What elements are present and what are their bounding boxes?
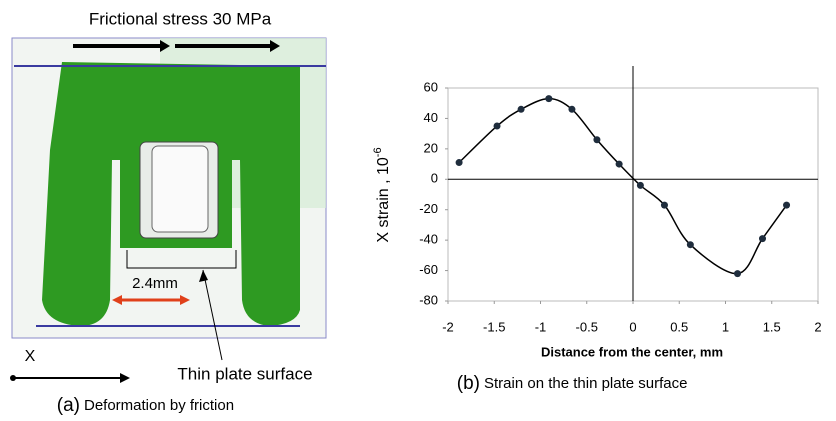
point: [593, 136, 600, 143]
force-label: Frictional stress 30 MPa: [89, 9, 272, 28]
y-tick-label: 20: [424, 140, 438, 155]
x-tick-label: 2: [814, 319, 821, 334]
x-tick-label: -0.5: [576, 319, 598, 334]
point: [545, 95, 552, 102]
x-tick-label: 1.5: [763, 319, 781, 334]
x-axis-head: [120, 373, 130, 383]
point: [456, 159, 463, 166]
window-inner: [152, 146, 208, 232]
x-tick-label: -1.5: [483, 319, 505, 334]
x-tick-label: -1: [535, 319, 547, 334]
axis-label: X: [25, 348, 36, 365]
y-tick-label: 40: [424, 110, 438, 125]
x-axis-title: Distance from the center, mm: [541, 344, 723, 359]
fea-image: [10, 38, 326, 383]
point: [568, 106, 575, 113]
caption-letter: (a): [57, 395, 80, 416]
caption-letter: (b): [457, 373, 480, 394]
surface-label: Thin plate surface: [177, 364, 312, 383]
y-tick-label: -60: [419, 262, 438, 277]
point: [759, 235, 766, 242]
line: [459, 99, 786, 274]
caption: Deformation by friction: [84, 397, 234, 414]
point: [637, 182, 644, 189]
y-tick-label: -20: [419, 201, 438, 216]
x-tick-label: 1: [722, 319, 729, 334]
y-tick-label: -80: [419, 292, 438, 307]
y-title-sup: -6: [372, 147, 384, 157]
x-tick-label: 0: [629, 319, 636, 334]
point: [518, 106, 525, 113]
y-title-text: X strain , 10: [375, 157, 392, 242]
y-tick-label: 60: [424, 79, 438, 94]
point: [616, 161, 623, 168]
point: [687, 241, 694, 248]
x-tick-label: -2: [442, 319, 454, 334]
point: [734, 270, 741, 277]
x-tick-label: 0.5: [670, 319, 688, 334]
figure: Frictional stress 30 MPa 2.4mm X Thin pl…: [0, 0, 836, 421]
width-label: 2.4mm: [132, 275, 178, 292]
point: [783, 202, 790, 209]
point: [661, 202, 668, 209]
y-axis-title: X strain , 10-6: [372, 147, 392, 242]
y-tick-label: -40: [419, 232, 438, 247]
caption: Strain on the thin plate surface: [484, 375, 687, 392]
point: [494, 123, 501, 130]
y-tick-label: 0: [431, 171, 438, 186]
page: {"panel_a":{"force_label":"Frictional st…: [0, 0, 836, 421]
